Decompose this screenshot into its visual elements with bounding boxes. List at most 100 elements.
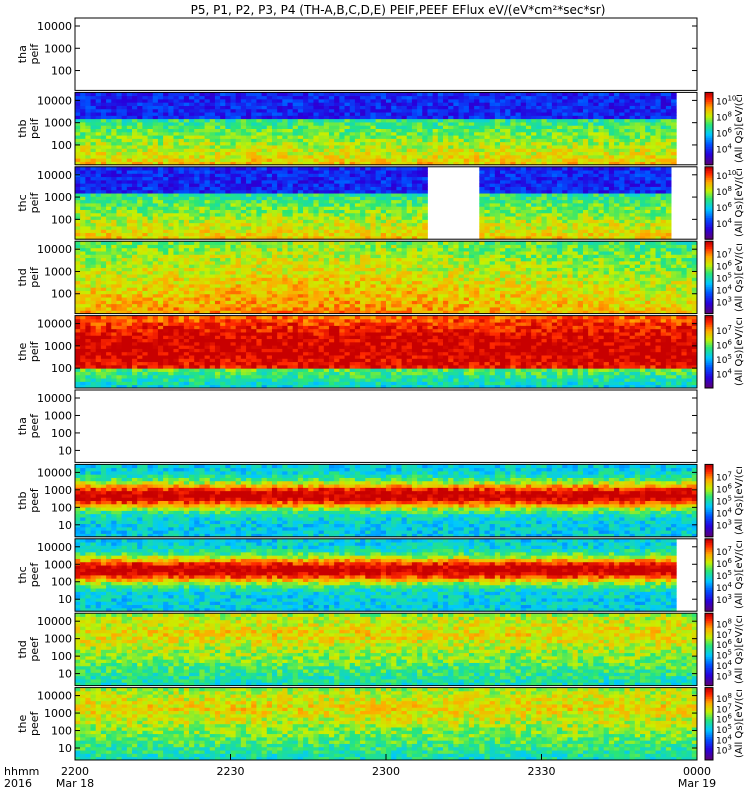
figure-title: P5, P1, P2, P3, P4 (TH-A,B,C,D,E) PEIF,P…: [191, 3, 606, 17]
colorbar-tick-label: 107: [716, 628, 732, 641]
colorbar-tick-label: 105: [716, 569, 732, 582]
x-tick-date-label: Mar 19: [678, 777, 716, 790]
colorbar-tick-label: 107: [716, 324, 732, 337]
panel-frame: [74, 389, 698, 463]
panel-thb-peif: 10000 1000 100 thb peif 1010 108 106 104: [16, 91, 736, 166]
y-tick-label: 10: [58, 593, 72, 606]
panel-spacecraft-label: tha: [16, 417, 29, 435]
colorbar-tick-label: 105: [716, 495, 732, 508]
y-tick-label: 10000: [37, 615, 72, 628]
panel-spacecraft-label: thb: [16, 119, 29, 137]
colorbar-tick-label: 105: [716, 353, 732, 366]
colorbar-tick-label: 104: [716, 217, 732, 230]
y-tick-label: 10: [58, 444, 72, 457]
y-tick-label: 100: [51, 501, 72, 514]
colorbar-tick-label: 106: [716, 557, 732, 570]
y-tick-label: 100: [51, 213, 72, 226]
x-tick-label: 2200: [61, 765, 89, 778]
panel-frame: [74, 612, 698, 687]
panel-spacecraft-label: the: [16, 343, 29, 361]
colorbar-tick-label: 107: [716, 247, 732, 260]
y-tick-label: 100: [51, 576, 72, 589]
x-tick-date-label: Mar 18: [56, 777, 94, 790]
y-tick-label: 10000: [37, 690, 72, 703]
colorbar-tick-label: 104: [716, 143, 732, 156]
panel-product-label: peef: [28, 562, 41, 588]
y-tick-label: 1000: [44, 409, 72, 422]
panel-frame: [74, 463, 698, 538]
colorbar-tick-label: 103: [716, 669, 732, 682]
y-tick-label: 100: [51, 139, 72, 152]
spectrogram-cells: [75, 166, 672, 240]
panel-product-label: peif: [28, 340, 41, 362]
y-tick-label: 10000: [37, 243, 72, 256]
panel-tha-peef: 10000 1000 100 10 tha peef: [16, 389, 698, 463]
x-tick-label: 0000: [683, 765, 711, 778]
y-tick-label: 10000: [37, 541, 72, 554]
colorbar-unit-label: (All Qs)[eV/(cm2-s-sr-eV)]: [734, 318, 745, 386]
colorbar-tick-label: 107: [716, 702, 732, 715]
colorbar-tick-label: 108: [716, 618, 732, 631]
spectrogram-cells: [75, 464, 698, 538]
panel-spacecraft-label: tha: [16, 45, 29, 63]
colorbar-tick-label: 108: [716, 185, 732, 198]
x-tick-label: 2230: [217, 765, 245, 778]
y-tick-label: 10000: [37, 466, 72, 479]
y-tick-label: 1000: [44, 633, 72, 646]
x-axis-row-label: 2016: [4, 777, 32, 790]
colorbar-tick-label: 106: [716, 259, 732, 272]
y-tick-label: 10000: [37, 94, 72, 107]
colorbar-tick-label: 104: [716, 283, 732, 296]
panel-spacecraft-label: the: [16, 715, 29, 733]
panel-product-label: peef: [28, 487, 41, 513]
colorbar-tick-label: 106: [716, 713, 732, 726]
colorbar: 1010 108 106 104: [704, 166, 736, 240]
y-tick-label: 1000: [44, 707, 72, 720]
y-tick-label: 10: [58, 519, 72, 532]
y-tick-label: 10000: [37, 20, 72, 33]
panel-product-label: peif: [28, 266, 41, 288]
y-tick-label: 100: [51, 725, 72, 738]
spectrogram-cells: [75, 241, 698, 314]
colorbar-unit-label: (All Qs)[eV/(cm2-s-sr-eV)]: [734, 541, 745, 609]
panel-product-label: peef: [28, 710, 41, 736]
colorbar-unit-label: (All Qs)[eV/(cm2-s-sr-eV)]: [734, 690, 745, 758]
panel-frame: [74, 91, 698, 166]
y-tick-label: 100: [51, 65, 72, 78]
y-tick-label: 1000: [44, 340, 72, 353]
panel-product-label: peif: [28, 43, 41, 65]
panel-frame: [74, 240, 698, 315]
y-tick-label: 10000: [37, 169, 72, 182]
colorbar-tick-label: 103: [716, 744, 732, 757]
spectrogram-cells: [75, 687, 698, 761]
colorbar: 1010 108 106 104: [704, 91, 736, 166]
colorbar-unit-label: (All Qs)[eV/(cm2-s-sr-eV)]: [734, 466, 745, 534]
colorbar-tick-label: 106: [716, 201, 732, 214]
panel-frame: [74, 315, 698, 389]
colorbar-tick-label: 105: [716, 723, 732, 736]
panel-spacecraft-label: thc: [16, 194, 29, 211]
colorbar-tick-label: 107: [716, 470, 732, 483]
y-tick-label: 100: [51, 427, 72, 440]
panel-product-label: peef: [28, 413, 41, 439]
y-tick-label: 100: [51, 288, 72, 301]
panel-frame: [74, 17, 698, 91]
colorbar-tick-label: 1010: [716, 169, 736, 182]
colorbar-tick-label: 104: [716, 368, 732, 381]
y-tick-label: 1000: [44, 117, 72, 130]
panel-product-label: peif: [28, 192, 41, 214]
colorbar-tick-label: 106: [716, 483, 732, 496]
